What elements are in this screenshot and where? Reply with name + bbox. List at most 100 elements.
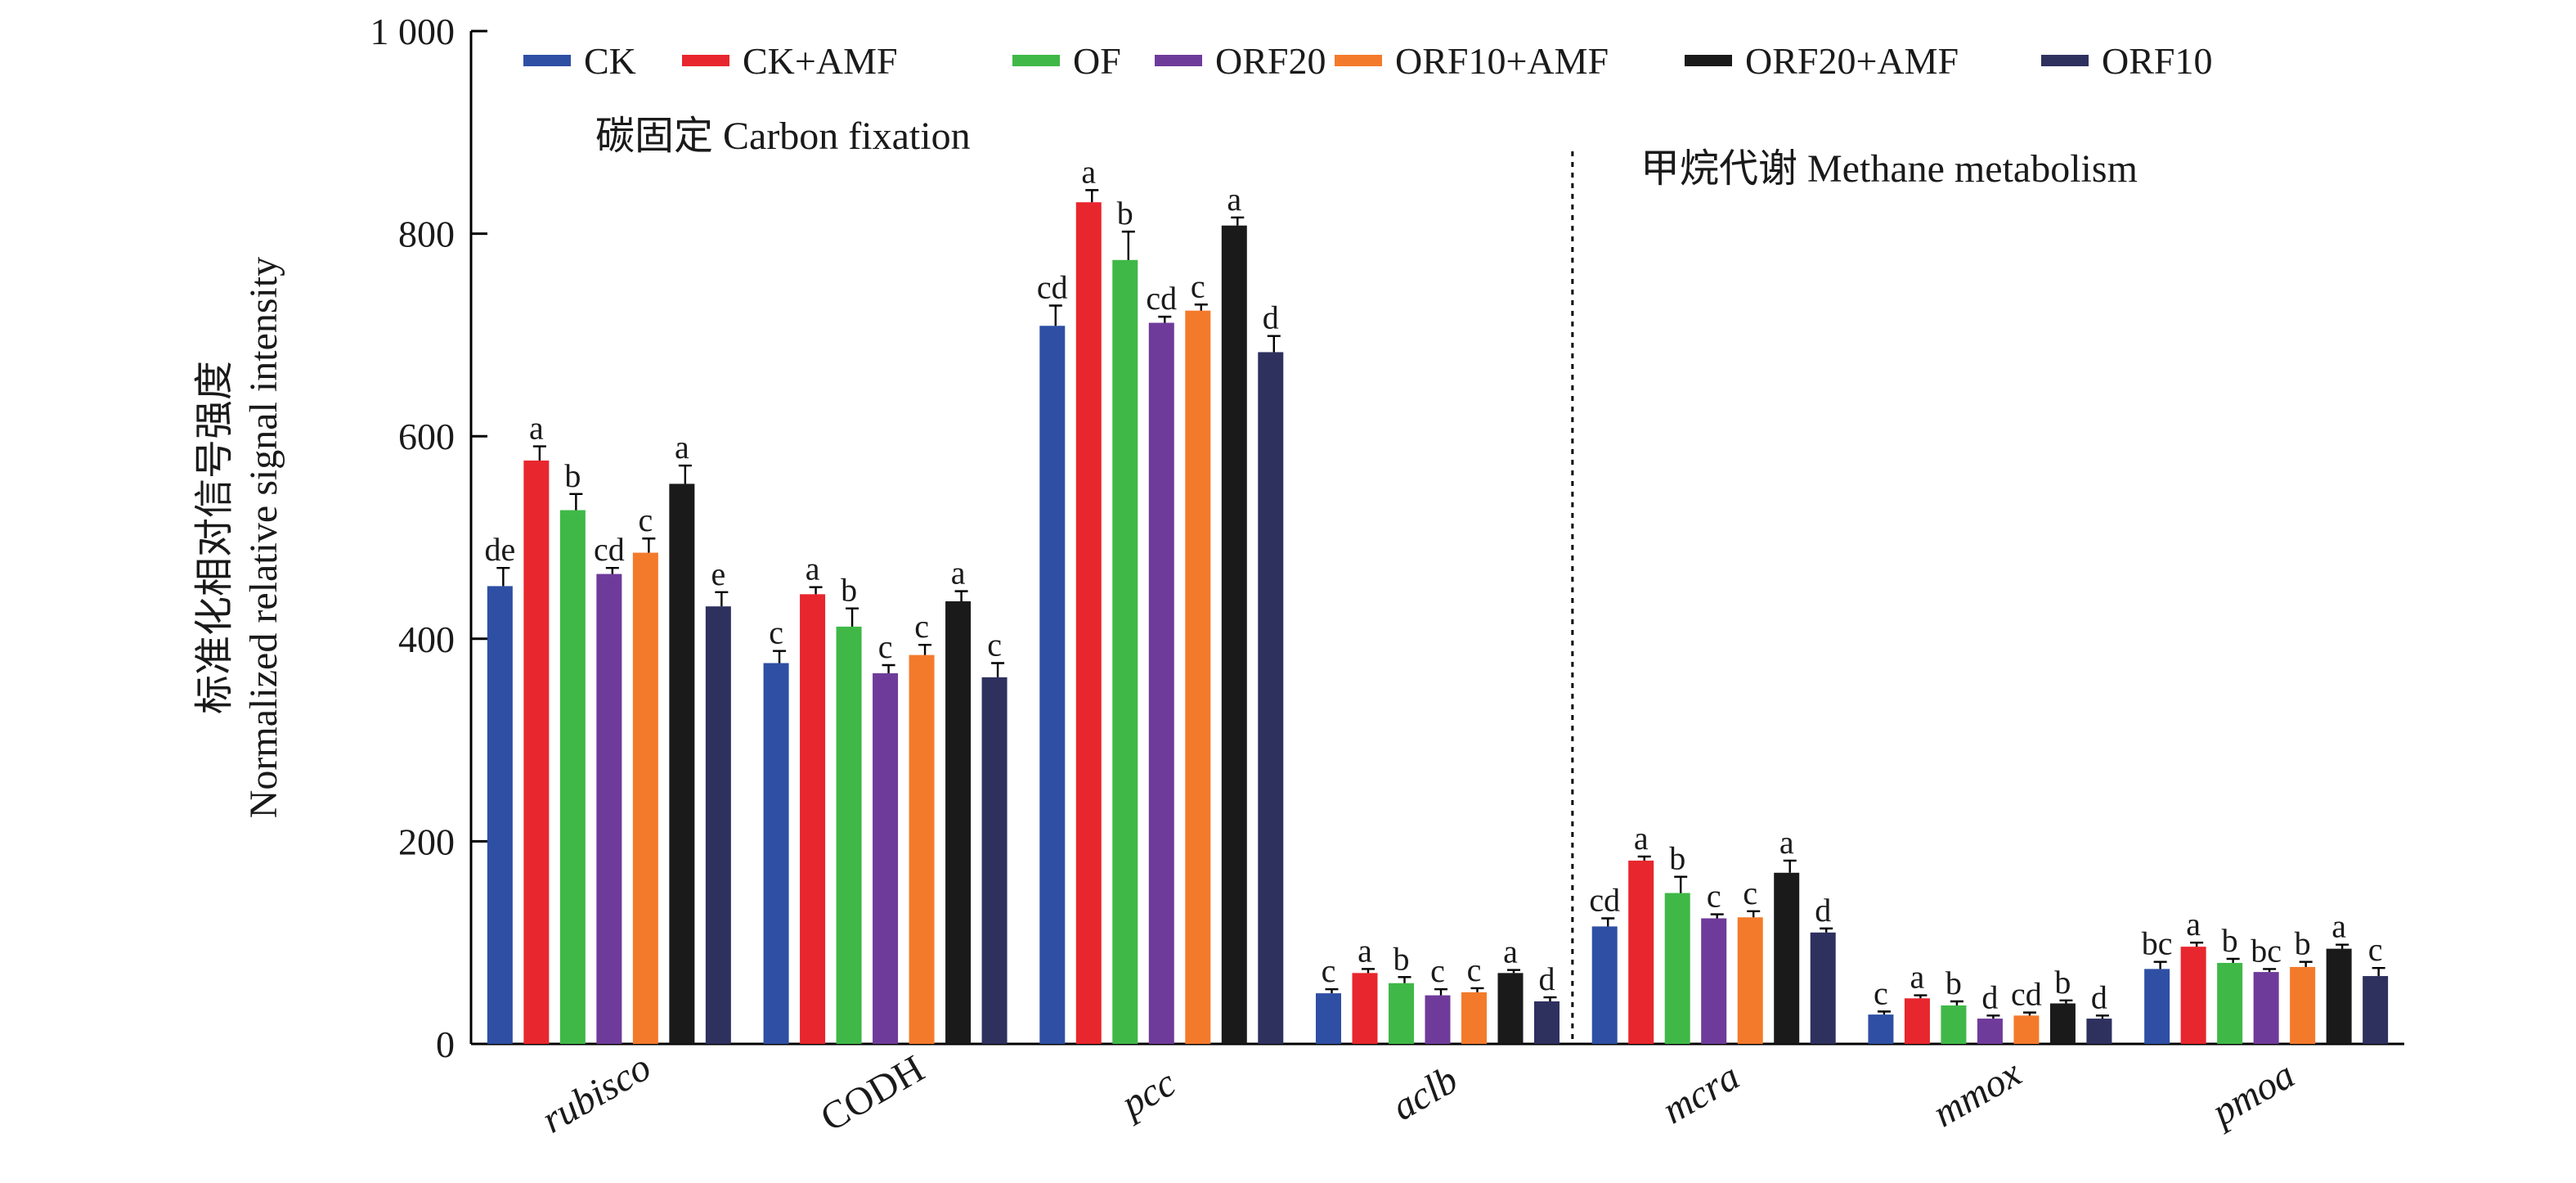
significance-letter: b xyxy=(841,572,857,609)
significance-letter: cd xyxy=(2011,976,2042,1013)
significance-letter: d xyxy=(1981,978,1998,1015)
x-category-label: mcra xyxy=(1655,1055,1747,1132)
legend-swatch xyxy=(682,55,729,66)
y-tick-label: 200 xyxy=(398,821,455,862)
significance-letter: bc xyxy=(2142,925,2173,962)
x-axis-category-labels: rubisco CODH pcc aclb mcra mmox pmoa xyxy=(535,1046,2302,1142)
legend-swatch xyxy=(2041,55,2089,66)
bar xyxy=(2049,1003,2076,1044)
bar xyxy=(2326,948,2352,1044)
bar xyxy=(1701,918,1727,1044)
bar xyxy=(2253,972,2279,1044)
significance-letter: b xyxy=(2295,925,2311,962)
significance-letter: c xyxy=(638,502,653,538)
bar xyxy=(1461,992,1487,1044)
significance-letter: cd xyxy=(1146,280,1177,317)
bar xyxy=(873,672,899,1044)
y-axis-title-line: 标准化相对信号强度 xyxy=(193,361,236,714)
significance-letter: a xyxy=(1358,932,1372,969)
legend-label: CK+AMF xyxy=(743,40,898,82)
bar xyxy=(2363,976,2389,1044)
significance-letter: c xyxy=(1430,952,1445,989)
y-tick-label: 1 000 xyxy=(370,11,456,52)
bar xyxy=(1221,225,1247,1044)
bar xyxy=(1039,326,1066,1044)
x-category-label: pcc xyxy=(1112,1061,1183,1127)
bar xyxy=(1977,1019,2003,1044)
bar xyxy=(1185,310,1211,1044)
significance-letter: c xyxy=(769,614,783,651)
bar xyxy=(669,484,695,1044)
bar xyxy=(1774,872,1800,1044)
bar xyxy=(1148,322,1174,1044)
significance-letter: c xyxy=(1874,974,1888,1011)
bar xyxy=(909,654,935,1044)
significance-letter: c xyxy=(1467,951,1482,988)
significance-letter: cd xyxy=(1589,881,1620,918)
significance-letter: d xyxy=(2091,978,2107,1015)
bar xyxy=(981,677,1008,1044)
bar xyxy=(1810,932,1836,1044)
significance-letter: a xyxy=(1227,181,1241,218)
significance-letter: b xyxy=(1117,195,1133,232)
x-category-label: CODH xyxy=(814,1047,931,1140)
legend-label: OF xyxy=(1073,40,1121,82)
bar xyxy=(836,626,862,1044)
significance-letter: b xyxy=(564,457,581,494)
y-tick-label: 800 xyxy=(398,214,455,255)
significance-letter: c xyxy=(1743,875,1757,911)
significance-letter: d xyxy=(1263,299,1279,336)
significance-letter: d xyxy=(1815,892,1831,929)
bar xyxy=(2217,962,2243,1044)
significance-letter: c xyxy=(1707,878,1721,915)
significance-letter: cd xyxy=(594,531,625,568)
significance-letter: a xyxy=(2186,906,2201,942)
significance-letter: b xyxy=(1669,840,1685,877)
bar xyxy=(487,586,513,1044)
bar xyxy=(800,594,826,1044)
significance-letter: a xyxy=(529,410,544,447)
significance-letter: bc xyxy=(2251,932,2282,969)
section-label: 碳固定 Carbon fixation xyxy=(595,115,971,158)
significance-letter: a xyxy=(1081,153,1096,190)
legend-label: ORF10 xyxy=(2102,40,2212,82)
significance-letter: c xyxy=(914,608,929,645)
bar xyxy=(1628,860,1654,1044)
legend-label: ORF20 xyxy=(1215,40,1326,82)
bar xyxy=(1591,926,1618,1044)
significance-letter: a xyxy=(1634,820,1649,857)
bar xyxy=(1868,1014,1894,1044)
y-tick-label: 600 xyxy=(398,416,455,457)
significance-letter: b xyxy=(1945,965,1962,1001)
legend-swatch xyxy=(1155,55,1202,66)
x-category-label: rubisco xyxy=(535,1046,658,1142)
significance-letter: a xyxy=(1779,824,1794,861)
significance-letter: c xyxy=(878,628,893,665)
bar xyxy=(2290,966,2316,1044)
bar xyxy=(523,460,550,1044)
bar xyxy=(1352,973,1378,1044)
legend-swatch xyxy=(1012,55,1060,66)
legend-label: CK xyxy=(584,40,636,82)
significance-letter: a xyxy=(806,551,820,587)
bar xyxy=(559,510,586,1044)
legend-swatch xyxy=(1335,55,1382,66)
y-axis-ticks: 0 200 400 600 800 1 000 xyxy=(370,11,487,1065)
significance-letter: c xyxy=(1322,952,1336,989)
bar xyxy=(1389,983,1414,1044)
bar xyxy=(1534,1001,1560,1044)
significance-letter: a xyxy=(675,429,689,466)
significance-letter: cd xyxy=(1037,268,1068,305)
legend-label: ORF10+AMF xyxy=(1395,40,1609,82)
legend-swatch xyxy=(1685,55,1732,66)
bar xyxy=(1075,202,1102,1044)
significance-letter: a xyxy=(1910,959,1925,996)
bar xyxy=(1316,993,1341,1044)
significance-letter: c xyxy=(2368,931,2383,968)
bar xyxy=(2013,1015,2040,1044)
bar xyxy=(705,606,731,1044)
significance-letter: b xyxy=(2054,964,2071,1001)
y-tick-label: 400 xyxy=(398,618,455,660)
